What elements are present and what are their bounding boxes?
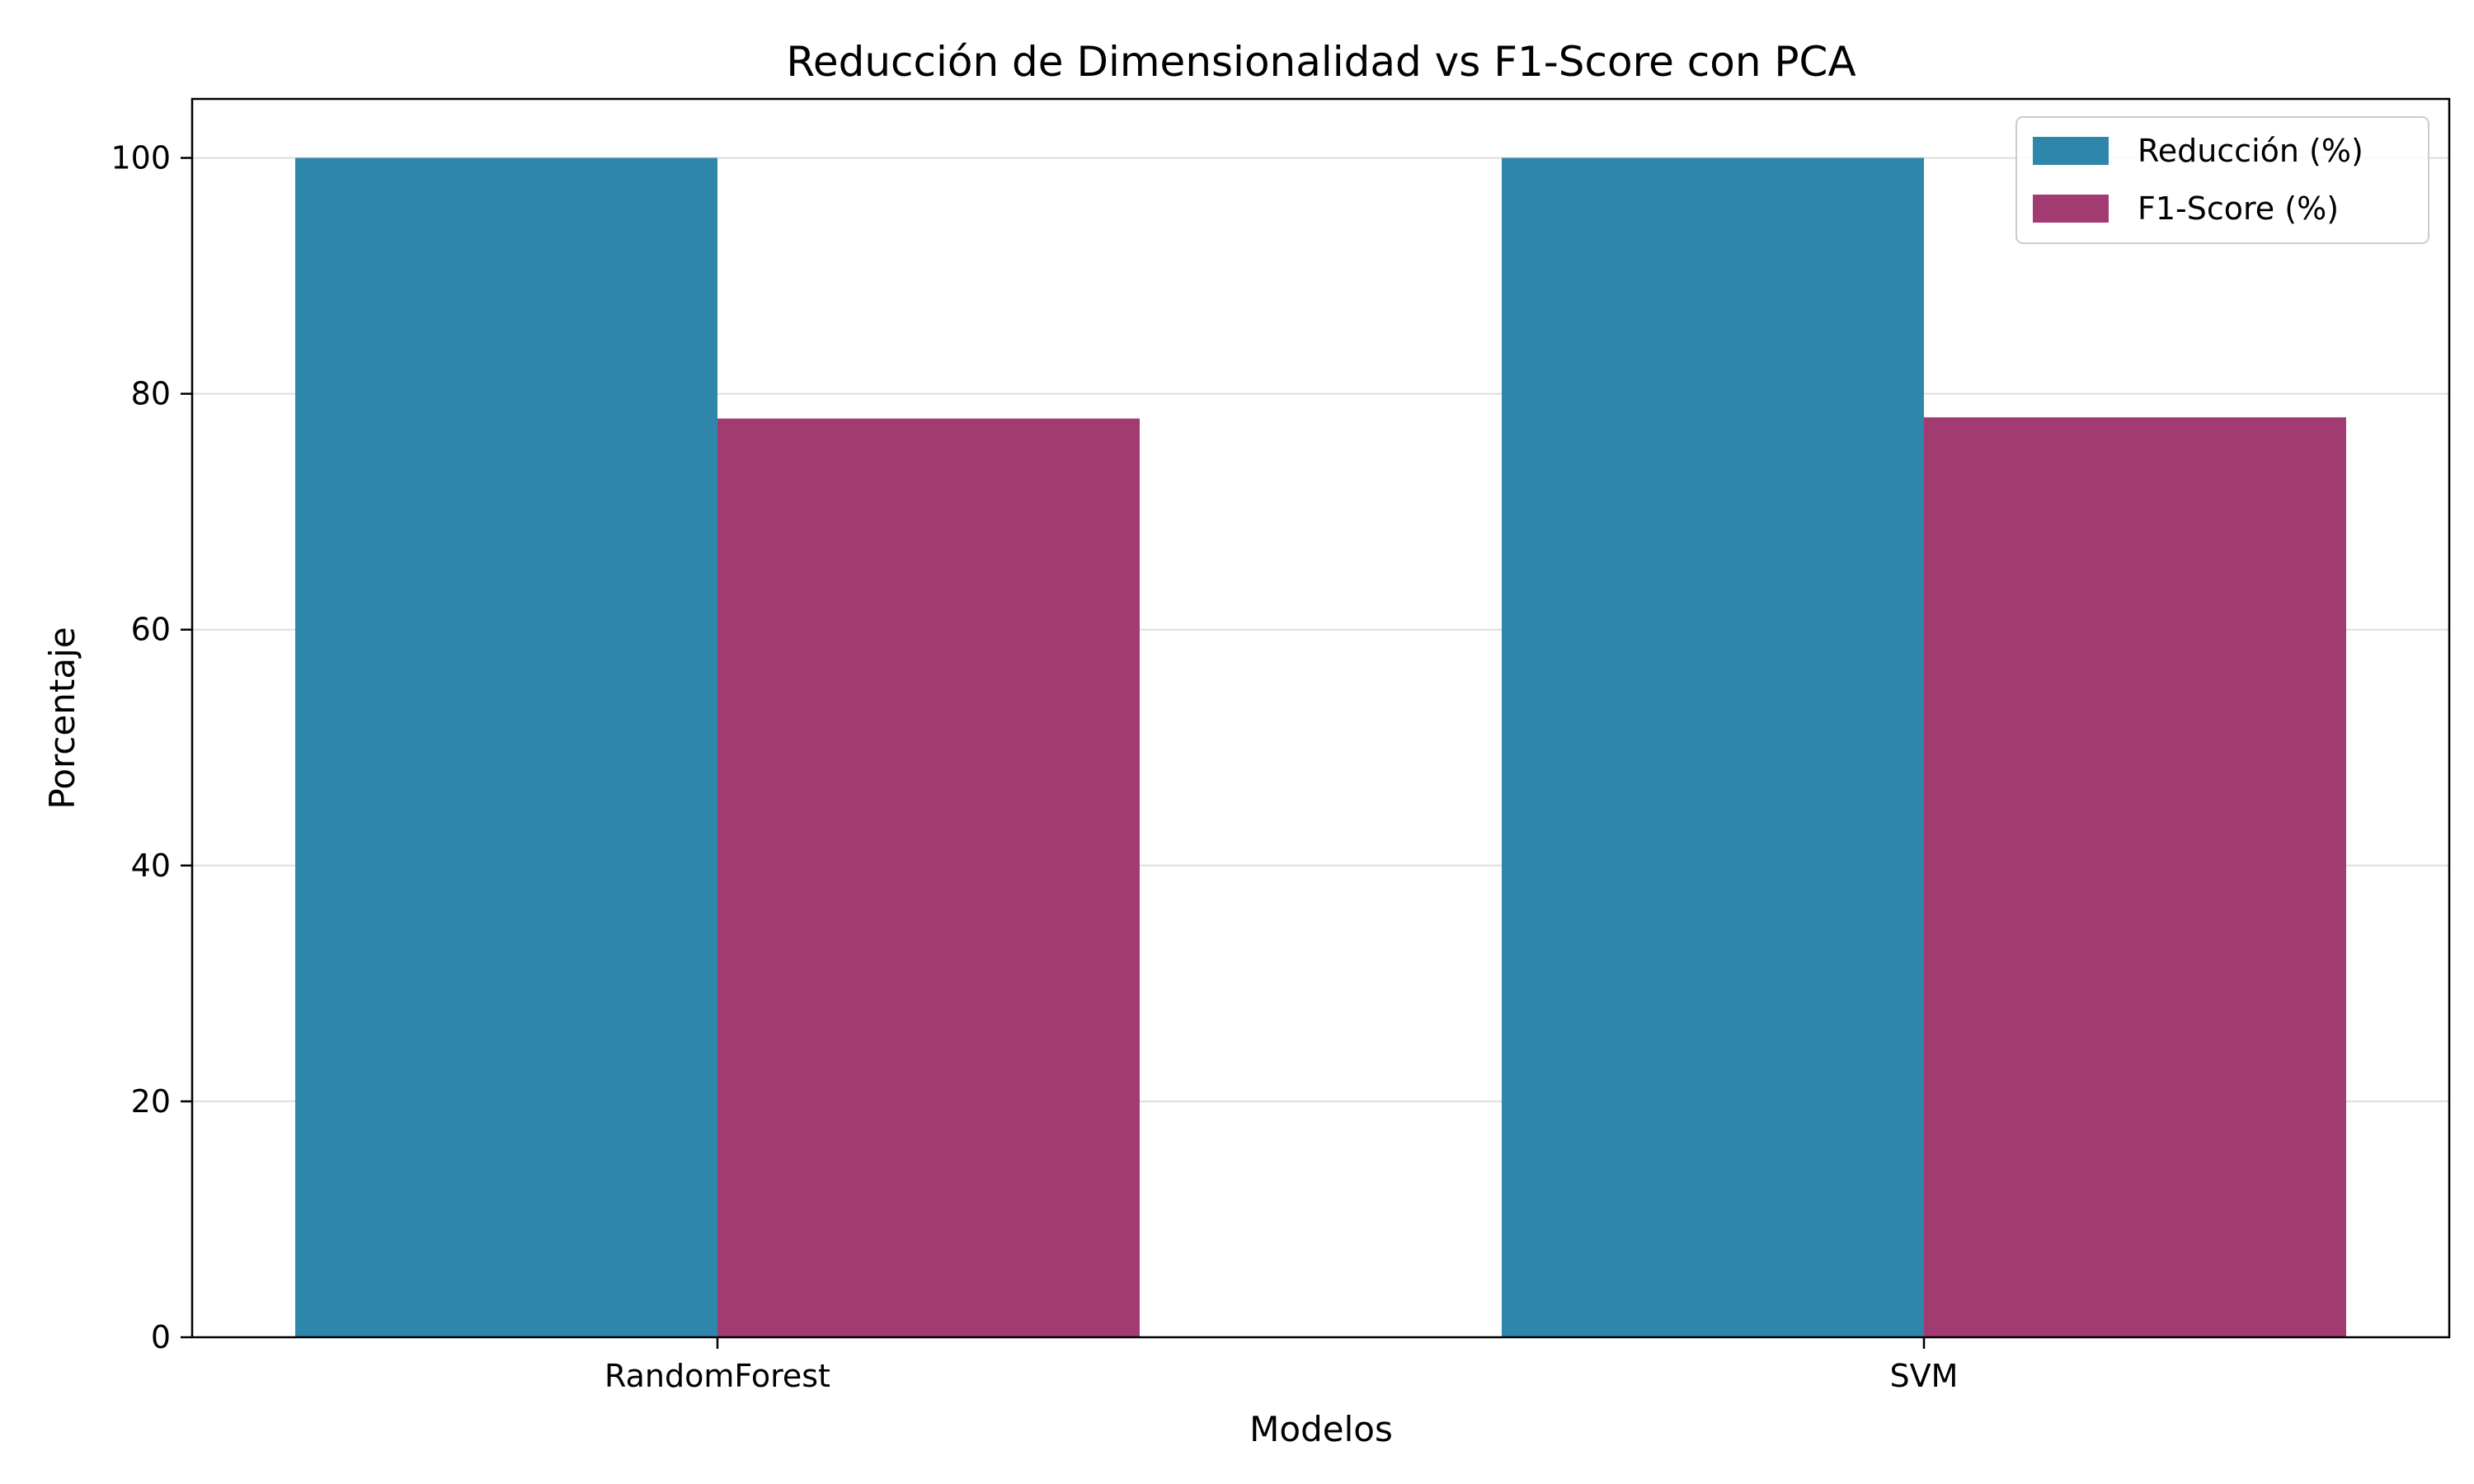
x-tick-label-randomforest: RandomForest xyxy=(604,1358,830,1394)
legend-frame xyxy=(2015,116,2429,244)
plot-frame xyxy=(190,97,2451,1339)
legend-swatch-reduccion xyxy=(2033,137,2109,165)
bars xyxy=(295,157,2346,1338)
x-tick-label-svm: SVM xyxy=(1890,1358,1959,1394)
y-tick-label-40: 40 xyxy=(131,848,171,884)
legend-label-f1-score: F1-Score (%) xyxy=(2138,190,2339,227)
bar-svm-series-0 xyxy=(1502,157,1924,1337)
y-tick-label-20: 20 xyxy=(131,1083,171,1120)
y-tick-label-0: 0 xyxy=(151,1319,171,1355)
x-axis-ticks: RandomForest SVM xyxy=(604,1337,1958,1394)
y-tick-label-60: 60 xyxy=(131,612,171,648)
y-tick-label-80: 80 xyxy=(131,376,171,412)
legend: Reducción (%) F1-Score (%) xyxy=(2015,116,2429,244)
bar-randomforest-series-1 xyxy=(717,418,1140,1337)
y-axis-label: Porcentaje xyxy=(42,627,82,809)
legend-swatch-f1-score xyxy=(2033,195,2109,223)
y-tick-label-100: 100 xyxy=(111,140,171,176)
bar-randomforest-series-0 xyxy=(295,157,717,1337)
bar-svm-series-1 xyxy=(1924,417,2346,1338)
chart-title: Reducción de Dimensionalidad vs F1-Score… xyxy=(786,38,1856,86)
x-axis-label: Modelos xyxy=(1249,1409,1393,1449)
y-axis-ticks: 0 20 40 60 80 100 xyxy=(111,140,192,1355)
legend-label-reduccion: Reducción (%) xyxy=(2138,133,2363,169)
